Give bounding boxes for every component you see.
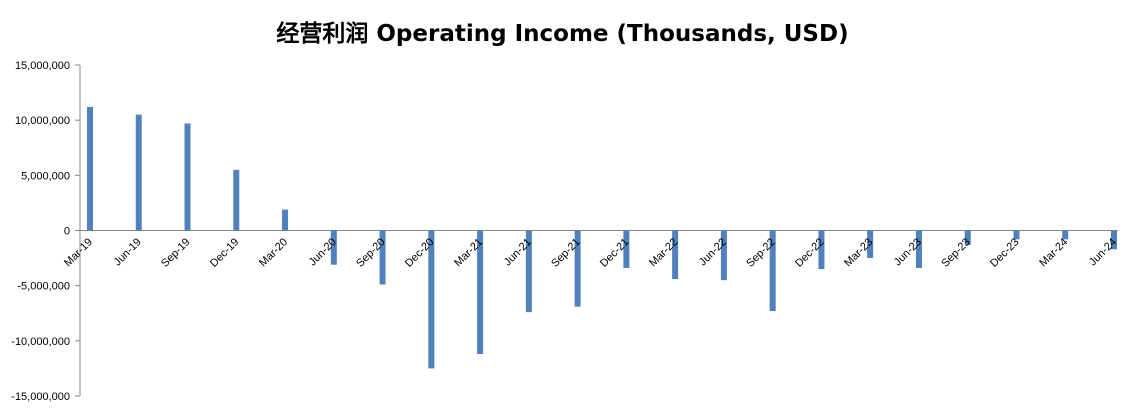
bar-mar-23	[867, 230, 874, 259]
x-tick-label: Mar-19	[62, 236, 95, 269]
bar-sep-19	[184, 123, 191, 231]
y-tick-label: 10,000,000	[15, 115, 70, 127]
bar-mar-21	[477, 230, 484, 355]
bar-sep-22	[769, 230, 776, 312]
bar-jun-20	[330, 230, 337, 265]
bar-dec-21	[623, 230, 630, 269]
y-tick-label: -15,000,000	[11, 391, 70, 403]
bar-jun-24	[1111, 230, 1117, 250]
bar-jun-22	[720, 230, 727, 281]
x-tick-label: Sep-19	[159, 236, 193, 270]
x-tick-label: Mar-24	[1037, 236, 1070, 269]
x-tick-label: Jun-19	[112, 236, 144, 268]
x-tick-label: Sep-23	[939, 236, 973, 270]
bar-jun-23	[915, 230, 922, 269]
bar-mar-19	[87, 106, 93, 231]
bar-dec-22	[818, 230, 825, 270]
bar-mar-24	[1062, 230, 1069, 240]
bar-mar-22	[672, 230, 679, 280]
x-tick-labels: Mar-19 Jun-19 Sep-19 Dec-19 Mar-20 Jun-20 Sep-…	[62, 236, 1119, 270]
y-axis: 15,000,000 10,000,000 5,000,000 0 -5,000,000…	[11, 60, 81, 403]
y-tick-label: 5,000,000	[21, 170, 70, 182]
x-tick-label: Mar-20	[257, 236, 290, 269]
y-tick-label: 0	[64, 226, 70, 238]
bar-mar-20	[282, 209, 289, 231]
chart-title: 经营利润 Operating Income (Thousands, USD)	[276, 21, 849, 47]
bar-jun-21	[525, 230, 532, 313]
bar-dec-19	[233, 169, 240, 231]
y-tick-label: 15,000,000	[15, 60, 70, 72]
bar-dec-23	[1013, 230, 1020, 240]
y-tick-label: -10,000,000	[11, 336, 70, 348]
bar-sep-23	[964, 230, 971, 245]
bar-sep-20	[379, 230, 386, 285]
bar-sep-21	[574, 230, 581, 307]
x-tick-label: Jun-24	[1087, 236, 1119, 268]
bar-jun-19	[135, 114, 142, 231]
bars	[87, 106, 1117, 369]
x-tick-label: Dec-23	[988, 236, 1022, 270]
x-tick-label: Dec-19	[208, 236, 242, 270]
bar-dec-20	[428, 230, 435, 369]
y-tick-label: -5,000,000	[17, 281, 70, 293]
